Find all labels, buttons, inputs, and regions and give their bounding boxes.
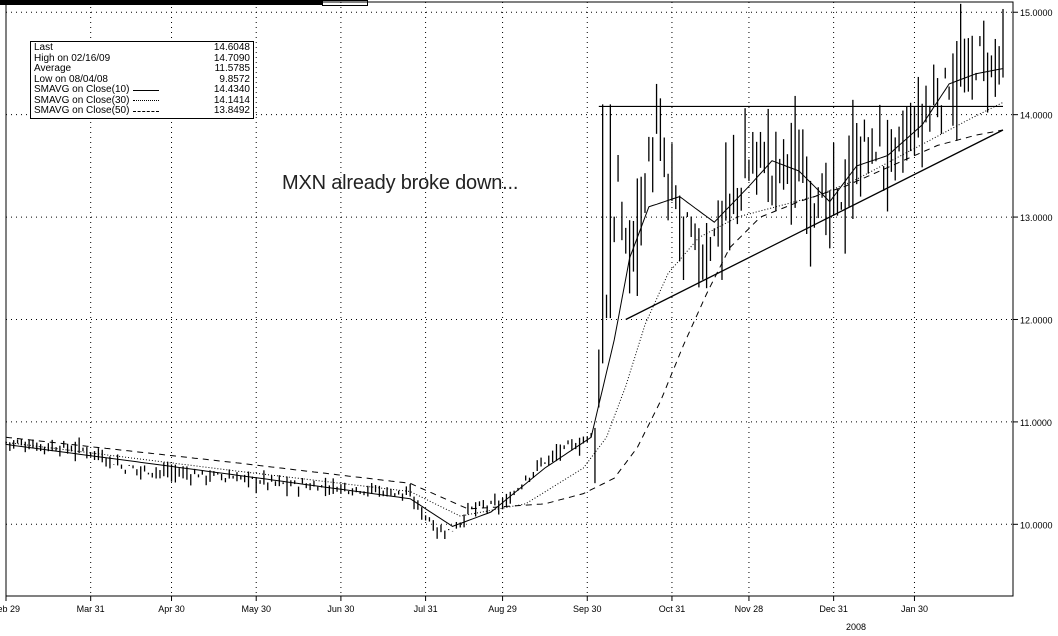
legend-swatch-solid xyxy=(133,89,160,91)
sma10-line xyxy=(5,68,1004,527)
sma30-line xyxy=(5,101,1004,517)
legend-row-low: Low on 08/04/08 9.8572 xyxy=(34,73,250,86)
legend-label: Low on 08/04/08 xyxy=(34,73,108,85)
legend-value: 14.4340 xyxy=(213,84,250,95)
x-tick-label: Dec 31 xyxy=(819,604,848,614)
legend-swatch-dotted xyxy=(133,100,160,102)
year-label: 2008 xyxy=(846,622,867,632)
y-tick-label: 13.0000 xyxy=(1020,213,1053,223)
y-tick-label: 12.0000 xyxy=(1020,315,1053,325)
y-tick-label: 11.0000 xyxy=(1020,418,1052,428)
legend-row-average: Average 11.5785 xyxy=(34,63,250,75)
legend-value: 9.8572 xyxy=(219,73,250,85)
legend-label: Average xyxy=(34,63,72,74)
legend: Last 14.6048 High on 02/16/09 14.7090 Av… xyxy=(30,41,254,119)
legend-row-high: High on 02/16/09 14.7090 xyxy=(34,52,250,65)
header-tab[interactable] xyxy=(322,0,368,6)
legend-label: Last xyxy=(34,42,53,53)
x-tick-label: Nov 28 xyxy=(735,604,764,614)
legend-value: 14.6048 xyxy=(213,42,250,53)
legend-swatch-dashed xyxy=(133,110,160,112)
x-tick-label: Apr 30 xyxy=(158,604,185,614)
x-tick-label: Jan 30 xyxy=(901,604,928,614)
x-tick-label: May 30 xyxy=(241,604,271,614)
y-tick-label: 14.0000 xyxy=(1020,111,1053,121)
legend-label: SMAVG on Close(10) xyxy=(34,84,130,95)
legend-value: 11.5785 xyxy=(214,63,250,74)
x-tick-label: Aug 29 xyxy=(488,604,517,614)
legend-row-sma10: SMAVG on Close(10) 14.4340 xyxy=(34,84,250,96)
trendline xyxy=(625,129,1004,321)
legend-value: 13.8492 xyxy=(213,105,250,116)
legend-label: High on 02/16/09 xyxy=(34,52,111,64)
legend-label: SMAVG on Close(30) xyxy=(34,94,130,106)
chart-annotation: MXN already broke down... xyxy=(282,172,519,194)
legend-value: 14.7090 xyxy=(213,52,250,64)
legend-row-last: Last 14.6048 xyxy=(34,42,250,54)
y-tick-label: 15.0000 xyxy=(1020,8,1053,18)
plot-frame xyxy=(5,1,1014,597)
x-tick-label: Jun 30 xyxy=(327,604,354,614)
legend-row-sma30: SMAVG on Close(30) 14.1414 xyxy=(34,94,250,107)
y-tick-label: 10.0000 xyxy=(1020,520,1053,530)
x-tick-label: Feb 29 xyxy=(0,604,20,614)
sma50-line xyxy=(5,129,1004,510)
x-tick-label: Mar 31 xyxy=(77,604,105,614)
legend-row-sma50: SMAVG on Close(50) 13.8492 xyxy=(34,105,250,117)
legend-value: 14.1414 xyxy=(213,94,250,106)
legend-label: SMAVG on Close(50) xyxy=(34,105,130,116)
x-tick-label: Jul 31 xyxy=(414,604,438,614)
x-tick-label: Oct 31 xyxy=(659,604,686,614)
x-tick-label: Sep 30 xyxy=(573,604,602,614)
